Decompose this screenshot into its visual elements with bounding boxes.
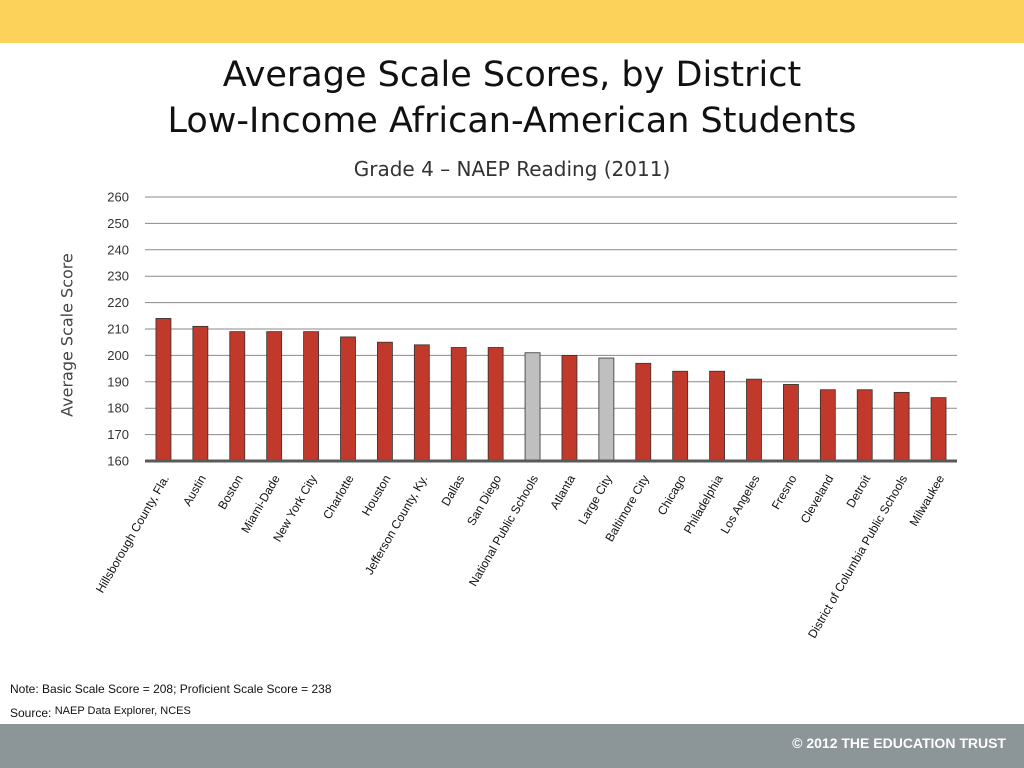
y-tick-label: 200 [107,348,129,363]
source-text: NAEP Data Explorer, NCES [54,705,191,717]
bar [377,341,393,462]
x-tick-label: Milwaukee [907,472,948,528]
x-tick-label: Large City [575,473,614,527]
chart-subtitle: Grade 4 – NAEP Reading (2011) [353,157,671,181]
x-tick-label: Atlanta [547,472,578,512]
x-tick-label: Boston [215,473,246,512]
bar [746,378,762,462]
y-tick-label: 210 [107,322,129,337]
chart-title-line-2: Low-Income African-American Students [167,101,857,141]
y-tick-label: 220 [107,295,129,310]
bar [783,384,799,462]
y-tick-label: 240 [107,242,129,257]
y-tick-label: 230 [107,269,129,284]
top-accent-band [0,0,1024,43]
x-tick-label: Cleveland [798,473,837,526]
bar [930,397,947,462]
bar [524,352,541,462]
bar [340,336,356,462]
bar [155,318,172,462]
bar [598,357,615,462]
chart-title-line-1: Average Scale Scores, by District [222,55,802,95]
copyright-text: © 2012 THE EDUCATION TRUST [792,735,1006,751]
x-tick-label: San Diego [464,472,504,528]
bar [709,370,725,462]
y-tick-label: 260 [107,190,129,205]
bars [155,318,947,462]
bar [893,391,910,462]
y-tick-labels: 160 170 180 190 200 210 220 230 240 250 260 [107,190,129,469]
bar [672,370,689,462]
x-tick-label: Houston [359,473,393,519]
y-tick-label: 170 [107,427,129,442]
x-tick-label: Dallas [439,473,468,509]
bar [561,354,578,462]
footnote: Note: Basic Scale Score = 208; Proficien… [10,682,332,696]
bar [303,331,319,462]
y-tick-label: 160 [107,454,129,469]
y-tick-label: 250 [107,216,129,231]
x-tick-label: National Public Schools [466,473,541,589]
bottom-band: © 2012 THE EDUCATION TRUST [0,724,1024,768]
bar [487,347,504,462]
bar [819,389,836,462]
source-line: Source: NAEP Data Explorer, NCES [10,705,191,720]
source-label: Source: [10,706,52,720]
bar [266,331,283,462]
x-tick-label: Los Angeles [718,473,763,537]
x-tick-label: Charlotte [320,472,357,521]
x-tick-label: Hillsborough County, Fla. [93,473,172,596]
bar [856,389,873,462]
bar [413,344,430,462]
x-tick-labels: Hillsborough County, Fla. Austin BostonMia… [93,472,947,641]
y-tick-label: 180 [107,401,129,416]
x-tick-label: Detroit [844,472,874,510]
bar [450,347,467,462]
bar [635,362,652,462]
bar-chart: 160 170 180 190 200 210 220 230 240 250 260 Hillsb… [93,190,957,641]
bar [192,325,209,462]
chart-title: Average Scale Scores, by District Low-In… [0,52,1024,144]
x-tick-label: Chicago [655,472,689,517]
y-tick-label: 190 [107,374,129,389]
bar [229,331,246,462]
x-tick-label: Fresno [769,472,800,512]
x-tick-label: Austin [180,473,209,509]
